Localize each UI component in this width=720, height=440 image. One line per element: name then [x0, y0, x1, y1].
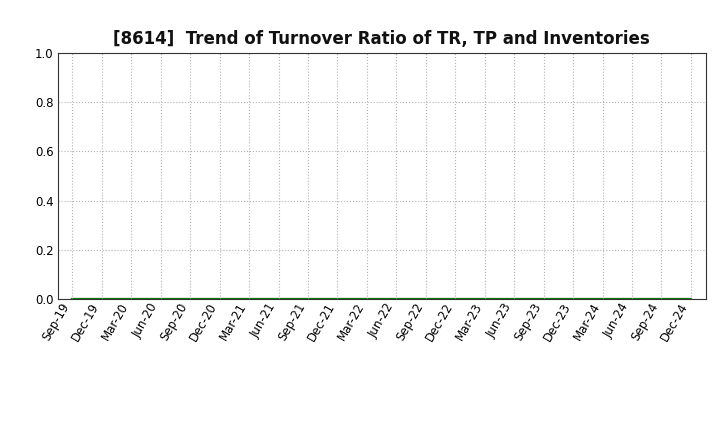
- Title: [8614]  Trend of Turnover Ratio of TR, TP and Inventories: [8614] Trend of Turnover Ratio of TR, TP…: [113, 30, 650, 48]
